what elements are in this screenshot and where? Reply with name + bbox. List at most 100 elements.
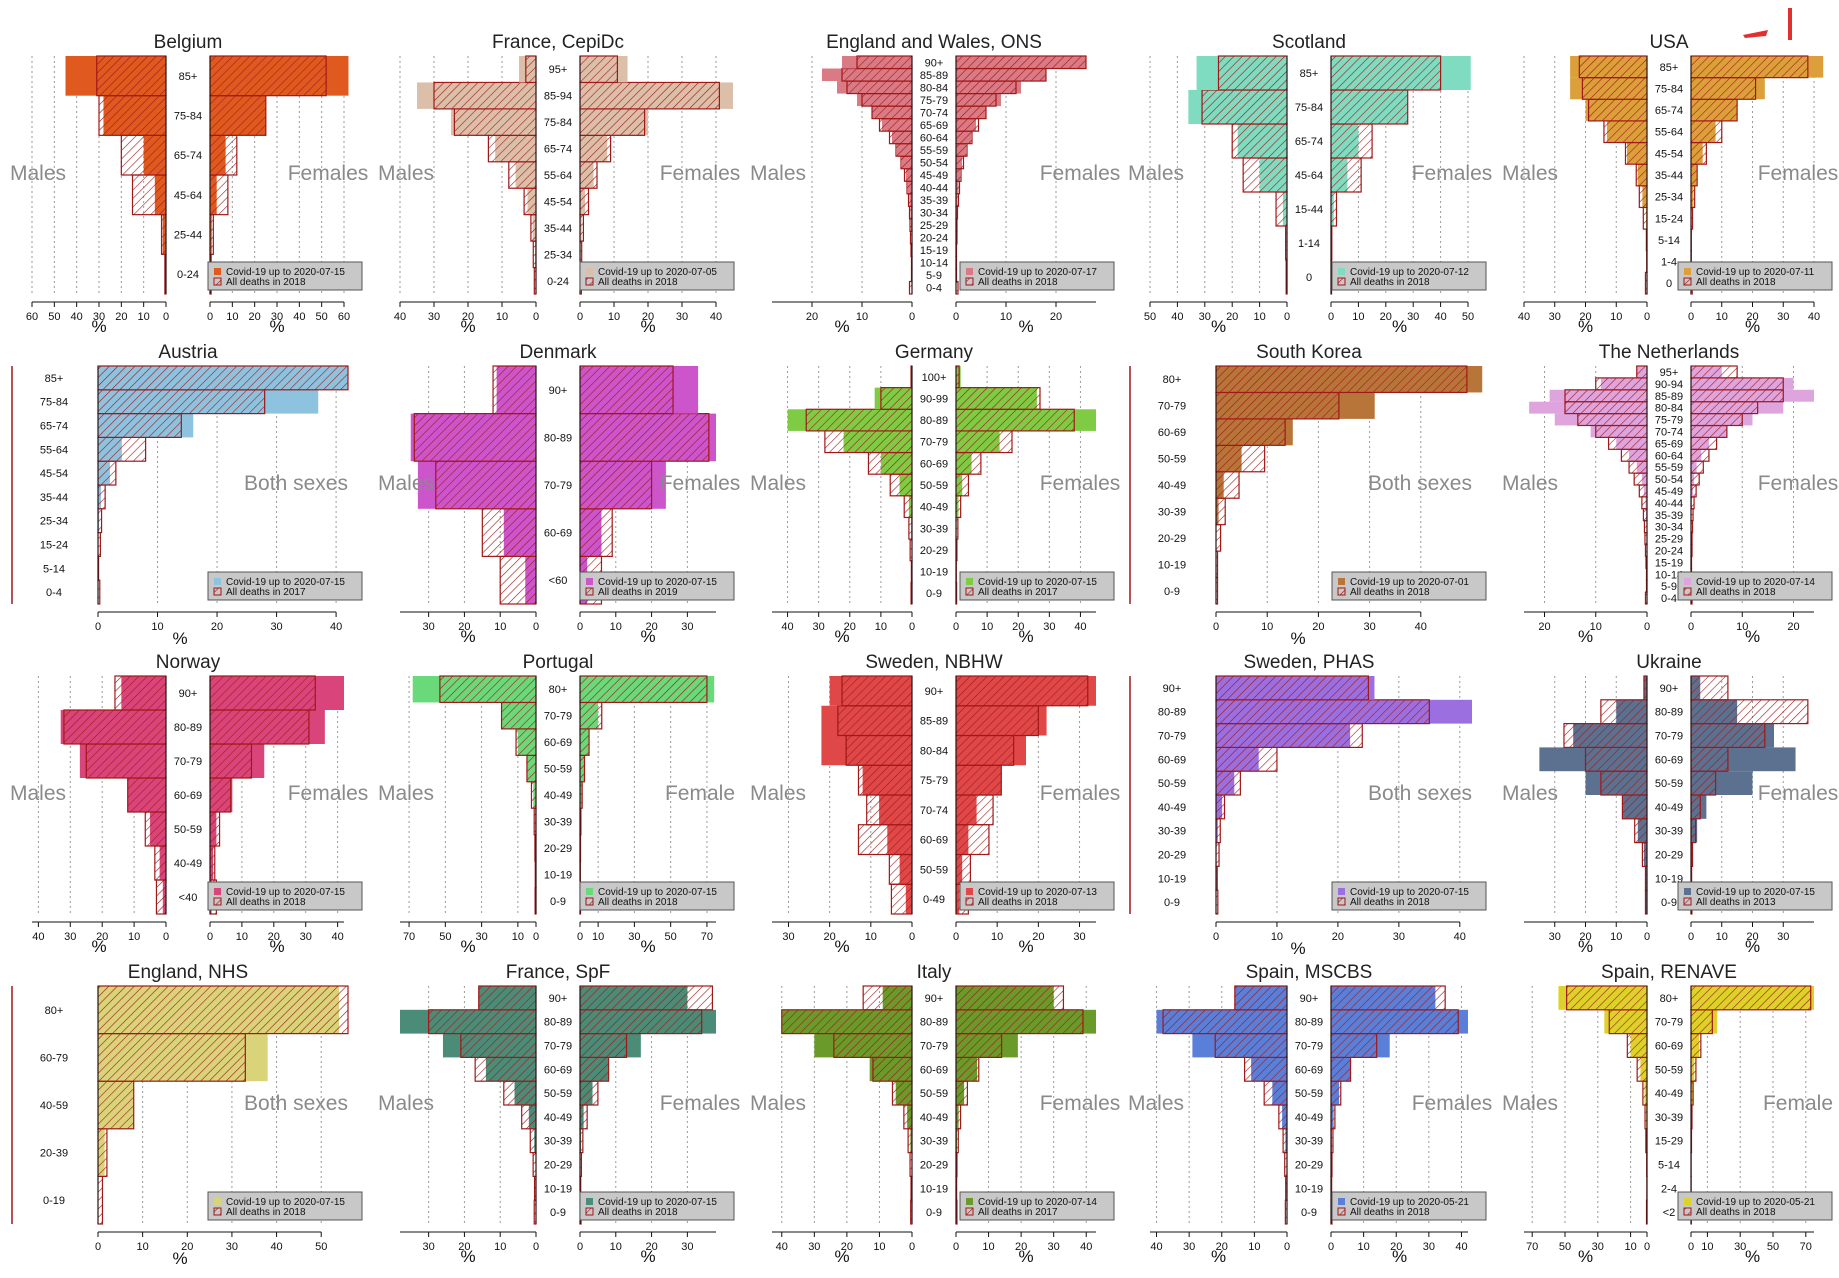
legend-covid-swatch xyxy=(214,268,221,275)
all-deaths-male-bar xyxy=(1643,1081,1647,1105)
females-label: Female xyxy=(665,782,735,805)
x-tick-label: 10 xyxy=(592,931,604,943)
x-tick-label: 30 xyxy=(1423,1241,1435,1253)
all-deaths-female-bar xyxy=(956,181,960,194)
legend-all-swatch xyxy=(966,278,973,285)
all-deaths-male-bar xyxy=(842,676,912,706)
age-label: 5-14 xyxy=(1658,235,1680,247)
all-deaths-female-bar xyxy=(580,414,709,462)
age-label: 60-69 xyxy=(544,528,572,540)
age-label: 15-19 xyxy=(1655,557,1683,569)
all-deaths-male-bar xyxy=(115,676,166,710)
all-deaths-male-bar xyxy=(1642,497,1647,509)
x-tick-label: 30 xyxy=(1199,311,1211,323)
age-label: 50-59 xyxy=(920,480,948,492)
age-label: 65-74 xyxy=(1655,105,1683,117)
all-deaths-male-bar xyxy=(479,986,536,1010)
all-deaths-female-bar xyxy=(580,1081,598,1105)
all-deaths-female-bar xyxy=(210,710,309,744)
all-deaths-male-bar xyxy=(1637,1057,1647,1081)
age-label: 30-39 xyxy=(1655,826,1683,838)
all-deaths-male-bar xyxy=(858,825,912,855)
all-deaths-bar xyxy=(1216,676,1368,700)
females-label: Females xyxy=(1758,162,1839,185)
age-label: 75-79 xyxy=(920,95,948,107)
all-deaths-male-bar xyxy=(531,782,536,808)
all-deaths-male-bar xyxy=(1279,1105,1287,1129)
all-deaths-female-bar xyxy=(1691,56,1808,78)
all-deaths-female-bar xyxy=(580,702,602,728)
age-label: 30-39 xyxy=(1158,826,1186,838)
legend-all-swatch xyxy=(586,1208,593,1215)
chart-title: Spain, MSCBS xyxy=(1246,962,1373,983)
x-axis-unit: % xyxy=(1211,317,1226,336)
all-deaths-male-bar xyxy=(1283,1129,1287,1153)
all-deaths-female-bar xyxy=(1691,1010,1712,1034)
all-deaths-female-bar xyxy=(956,1081,967,1105)
all-deaths-female-bar xyxy=(1331,192,1336,226)
x-tick-label: 40 xyxy=(331,931,343,943)
all-deaths-bar xyxy=(98,437,146,461)
all-deaths-female-bar xyxy=(956,706,1038,736)
all-deaths-female-bar xyxy=(1331,1034,1377,1058)
x-tick-label: 10 xyxy=(982,1241,994,1253)
females-label: Females xyxy=(1758,472,1839,495)
x-tick-label: 40 xyxy=(1808,311,1820,323)
all-deaths-female-bar xyxy=(210,812,220,846)
all-deaths-female-bar xyxy=(956,765,1001,795)
x-axis-unit: % xyxy=(1290,939,1305,958)
x-tick-label: 30 xyxy=(423,1241,435,1253)
all-deaths-male-bar xyxy=(531,215,536,241)
all-deaths-bar xyxy=(98,390,265,414)
x-tick-label: 30 xyxy=(64,931,76,943)
x-tick-label: 40 xyxy=(1518,311,1530,323)
all-deaths-male-bar xyxy=(526,56,536,82)
both-sexes-label: Both sexes xyxy=(1368,472,1472,495)
x-tick-label: 50 xyxy=(1767,1241,1779,1253)
all-deaths-male-bar xyxy=(857,56,912,69)
all-deaths-male-bar xyxy=(524,188,536,214)
females-label: Females xyxy=(660,472,741,495)
x-tick-label: 20 xyxy=(1538,621,1550,633)
age-label: 80-89 xyxy=(174,722,202,734)
x-tick-label: 10 xyxy=(151,621,163,633)
all-deaths-male-bar xyxy=(880,119,913,132)
age-label: <60 xyxy=(549,575,568,587)
all-deaths-female-bar xyxy=(580,1034,627,1058)
age-label: 70-74 xyxy=(920,107,948,119)
x-tick-label: 30 xyxy=(1048,1241,1060,1253)
x-tick-label: 0 xyxy=(1328,1241,1334,1253)
age-label: 90+ xyxy=(179,688,198,700)
age-label: 60-69 xyxy=(1158,754,1186,766)
all-deaths-male-bar xyxy=(896,144,912,157)
all-deaths-male-bar xyxy=(527,755,536,781)
age-label: 5-14 xyxy=(43,563,65,575)
all-deaths-male-bar xyxy=(1609,437,1647,449)
all-deaths-female-bar xyxy=(1691,771,1716,795)
x-tick-label: 30 xyxy=(1549,931,1561,943)
age-label: 70-79 xyxy=(1655,731,1683,743)
panel-usa: USA01-45-1415-2425-3435-4445-5455-6465-7… xyxy=(1502,32,1838,336)
age-label: 55-59 xyxy=(1655,462,1683,474)
males-label: Males xyxy=(378,782,434,805)
x-tick-label: 0 xyxy=(533,621,539,633)
x-axis-unit: % xyxy=(640,317,655,336)
age-label: 0-9 xyxy=(926,1207,942,1219)
all-deaths-female-bar xyxy=(956,388,1040,410)
age-label: 65-74 xyxy=(174,150,202,162)
age-label: 70-79 xyxy=(544,1041,572,1053)
x-tick-label: 20 xyxy=(249,311,261,323)
age-label: 70-79 xyxy=(1295,1041,1323,1053)
x-tick-label: 30 xyxy=(1393,931,1405,943)
age-label: 20-24 xyxy=(1655,545,1683,557)
x-tick-label: 40 xyxy=(293,311,305,323)
age-label: 20-29 xyxy=(544,843,572,855)
age-label: 60-69 xyxy=(1295,1064,1323,1076)
all-deaths-male-bar xyxy=(86,744,166,778)
x-tick-label: 10 xyxy=(873,1241,885,1253)
legend-all-swatch xyxy=(1338,588,1345,595)
age-label: 90-99 xyxy=(920,393,948,405)
age-label: 85-89 xyxy=(1655,391,1683,403)
all-deaths-male-bar xyxy=(846,736,912,766)
x-tick-label: 30 xyxy=(813,621,825,633)
